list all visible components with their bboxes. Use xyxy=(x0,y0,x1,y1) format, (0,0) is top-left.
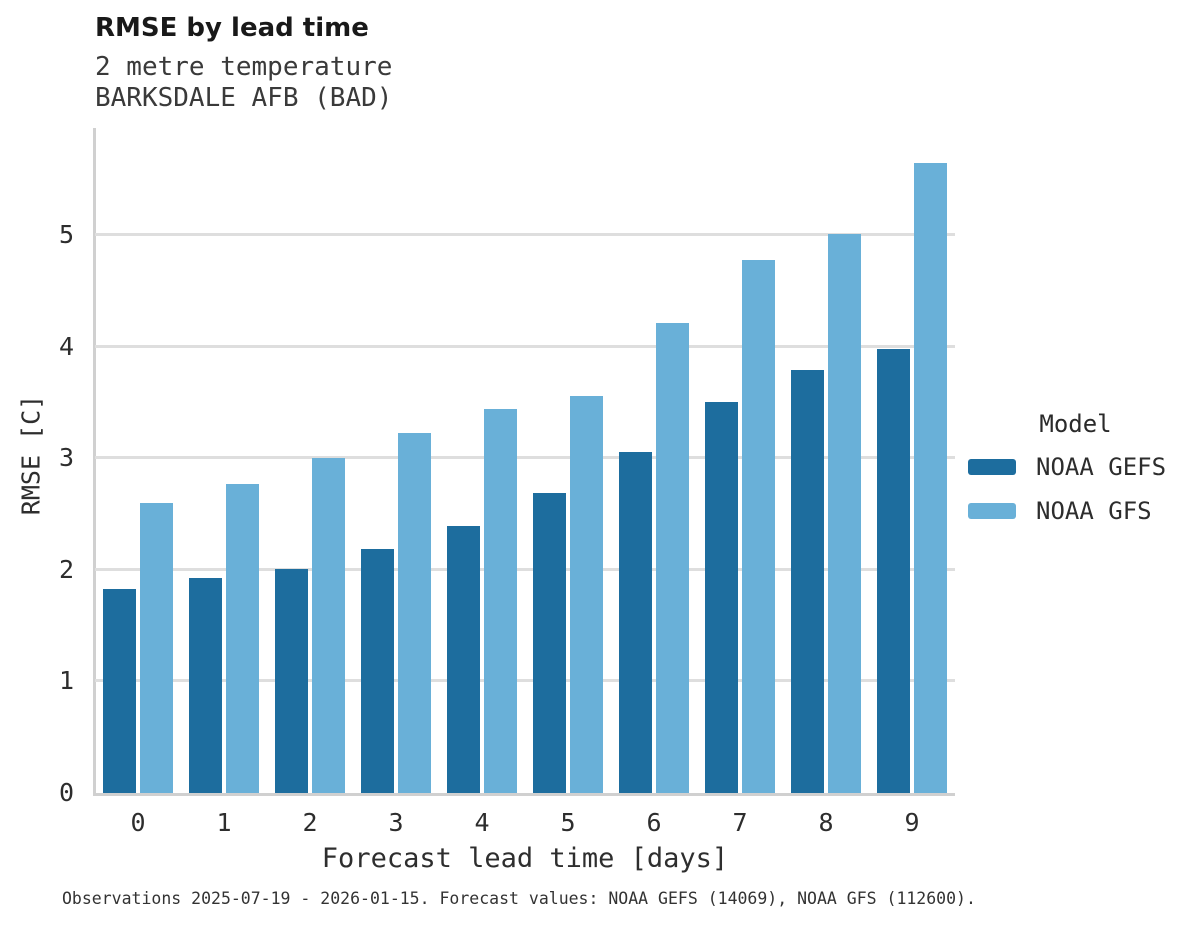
bar-noaa-gfs-lead-7 xyxy=(742,259,775,793)
y-tick-label-2: 2 xyxy=(58,554,74,584)
y-tick-label-0: 0 xyxy=(58,778,74,807)
chart-header: RMSE by lead time 2 metre temperature BA… xyxy=(95,13,392,114)
bar-noaa-gefs-lead-0 xyxy=(103,588,136,793)
x-axis-spine xyxy=(93,793,955,796)
bar-noaa-gefs-lead-6 xyxy=(619,451,652,793)
gridline-y-2 xyxy=(95,567,955,571)
bar-noaa-gfs-lead-2 xyxy=(312,458,345,793)
bar-noaa-gfs-lead-6 xyxy=(656,323,689,793)
x-tick-label-9: 9 xyxy=(904,808,920,837)
x-tick-label-5: 5 xyxy=(560,808,576,837)
bar-noaa-gfs-lead-5 xyxy=(570,395,603,793)
plot-area xyxy=(95,128,955,793)
y-tick-label-3: 3 xyxy=(58,443,74,473)
chart-subtitle-station: BARKSDALE AFB (BAD) xyxy=(95,83,393,113)
bar-noaa-gfs-lead-8 xyxy=(828,234,861,793)
bar-noaa-gfs-lead-1 xyxy=(226,483,259,793)
bar-noaa-gfs-lead-9 xyxy=(914,162,947,793)
gridline-y-5 xyxy=(95,233,955,237)
x-tick-label-1: 1 xyxy=(216,808,232,837)
x-axis-label: Forecast lead time [days] xyxy=(321,843,729,874)
gridline-y-1 xyxy=(95,679,955,683)
bar-noaa-gefs-lead-5 xyxy=(533,492,566,793)
x-tick-label-3: 3 xyxy=(388,808,404,837)
x-axis-ticks: 0 1 2 3 4 5 6 7 8 9 xyxy=(95,808,955,848)
legend-title: Model xyxy=(1039,410,1112,438)
bar-noaa-gfs-lead-3 xyxy=(398,432,431,793)
legend-swatch-icon xyxy=(968,459,1016,475)
x-tick-label-8: 8 xyxy=(818,808,834,837)
bar-noaa-gefs-lead-8 xyxy=(791,370,824,793)
y-axis-spine xyxy=(93,128,96,796)
gridline-y-3 xyxy=(95,456,955,460)
x-tick-label-7: 7 xyxy=(732,808,748,837)
gridline-y-4 xyxy=(95,344,955,348)
y-tick-label-1: 1 xyxy=(58,666,74,696)
bar-noaa-gefs-lead-2 xyxy=(275,568,308,793)
bar-noaa-gefs-lead-7 xyxy=(705,402,738,793)
legend-row-noaa-gfs: NOAA GFS xyxy=(968,497,1183,525)
x-tick-label-2: 2 xyxy=(302,808,318,837)
chart-title: RMSE by lead time xyxy=(95,13,369,43)
y-axis-ticks: 0 1 2 3 4 5 xyxy=(30,128,80,807)
y-tick-label-5: 5 xyxy=(58,220,74,250)
x-tick-label-0: 0 xyxy=(130,808,146,837)
legend-label: NOAA GEFS xyxy=(1036,453,1167,481)
x-tick-label-6: 6 xyxy=(646,808,662,837)
bar-noaa-gefs-lead-3 xyxy=(361,548,394,793)
bar-noaa-gfs-lead-0 xyxy=(140,502,173,793)
y-tick-label-4: 4 xyxy=(58,331,74,361)
legend-entries: NOAA GEFS NOAA GFS xyxy=(968,453,1183,525)
bar-noaa-gfs-lead-4 xyxy=(484,409,517,793)
bar-noaa-gefs-lead-9 xyxy=(877,348,910,793)
legend-row-noaa-gefs: NOAA GEFS xyxy=(968,453,1183,481)
footer-caption: Observations 2025-07-19 - 2026-01-15. Fo… xyxy=(62,889,976,908)
bar-noaa-gefs-lead-1 xyxy=(189,577,222,793)
x-tick-label-4: 4 xyxy=(474,808,490,837)
legend-swatch-icon xyxy=(968,503,1016,519)
bar-noaa-gefs-lead-4 xyxy=(447,526,480,793)
chart-subtitle-variable: 2 metre temperature xyxy=(95,52,393,82)
legend: Model NOAA GEFS NOAA GFS xyxy=(968,410,1183,541)
legend-label: NOAA GFS xyxy=(1036,497,1152,525)
